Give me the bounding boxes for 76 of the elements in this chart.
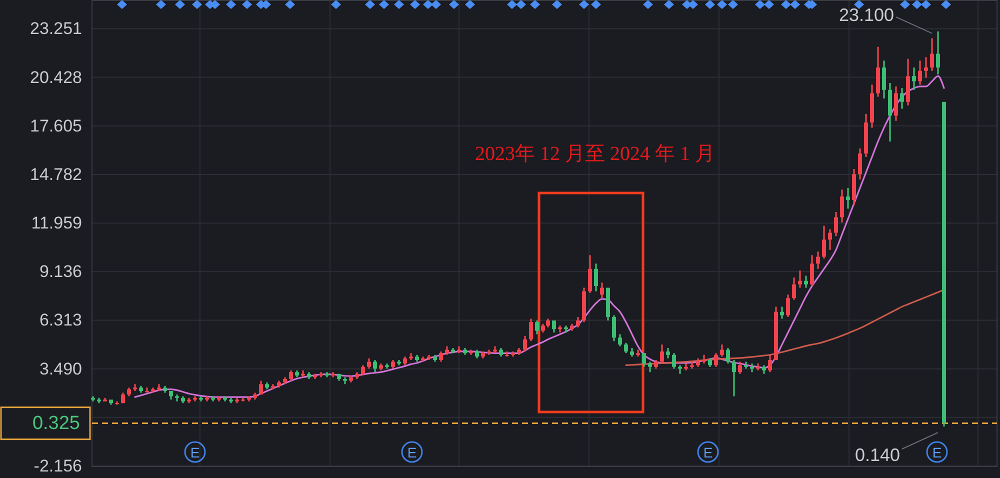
candlestick (828, 229, 832, 250)
candlestick (762, 365, 766, 374)
y-tick-label: 17.605 (30, 116, 82, 136)
candlestick (97, 398, 101, 404)
candlestick (690, 362, 694, 369)
candlestick (798, 270, 802, 288)
y-tick-label: -2.156 (34, 456, 82, 476)
candlestick (936, 31, 940, 74)
y-tick-label: 14.782 (30, 164, 82, 184)
candlestick (744, 362, 748, 369)
candlestick (319, 372, 323, 378)
candlestick (558, 326, 562, 333)
candlestick (511, 351, 515, 357)
y-tick-label: 11.959 (31, 214, 82, 233)
candlestick (750, 363, 754, 372)
candlestick (313, 374, 317, 379)
candlestick (684, 363, 688, 370)
candlestick (487, 350, 491, 355)
annotation: 23.100 (838, 5, 894, 25)
candlestick (780, 306, 784, 319)
line-series (625, 289, 945, 366)
candlestick (732, 360, 736, 396)
y-tick-label: 6.313 (39, 310, 82, 330)
annotation: 0.140 (854, 445, 900, 465)
candlestick (91, 396, 95, 402)
annotation: E (190, 444, 200, 460)
candlestick (301, 370, 305, 378)
annotation: E (932, 444, 942, 460)
candlestick (241, 398, 245, 402)
y-tick-label: 20.428 (30, 68, 82, 87)
candlestick (493, 346, 497, 354)
candlestick (756, 363, 760, 370)
candlestick (451, 348, 455, 354)
candlestick (145, 388, 149, 393)
annotation: E (703, 444, 713, 460)
candlestick (223, 396, 227, 402)
candlestick (205, 396, 209, 402)
candlestick (666, 348, 670, 358)
candlestick (924, 57, 928, 78)
candlestick (151, 388, 155, 393)
candlestick (427, 354, 431, 360)
candlestick (199, 396, 203, 402)
candlestick (678, 365, 682, 374)
candlestick (912, 67, 916, 90)
candlestick (217, 396, 221, 402)
candlestick (331, 372, 335, 378)
candlestick (247, 396, 251, 402)
candlestick (846, 188, 850, 209)
candlestick (325, 372, 329, 378)
candlestick (115, 401, 119, 405)
candlestick (421, 356, 425, 362)
y-tick-label: 23.251 (30, 19, 82, 38)
candlestick (157, 384, 161, 392)
candlestick (133, 384, 137, 392)
candlestick (211, 396, 215, 402)
candlestick (193, 396, 197, 402)
y-tick-label: 9.136 (39, 262, 82, 282)
annotation: E (407, 444, 417, 460)
candlestick (702, 354, 706, 364)
line-series (134, 75, 945, 398)
candlestick (457, 346, 461, 354)
y-tick-label: 3.490 (39, 359, 82, 378)
candlestick (187, 398, 191, 404)
candlestick (409, 353, 413, 360)
candlestick (175, 394, 179, 402)
candlestick (469, 350, 473, 355)
ref-line-label: 0.325 (32, 412, 80, 434)
annotation: 2023年 12 月至 2024 年 1 月 (475, 143, 715, 165)
candlestick (235, 398, 239, 404)
candlestick (229, 398, 233, 404)
candlestick (271, 384, 275, 390)
candlestick (385, 363, 389, 369)
candlestick (505, 351, 509, 357)
candlestick (636, 350, 640, 357)
candlestick (804, 276, 808, 288)
candlestick (564, 326, 568, 333)
